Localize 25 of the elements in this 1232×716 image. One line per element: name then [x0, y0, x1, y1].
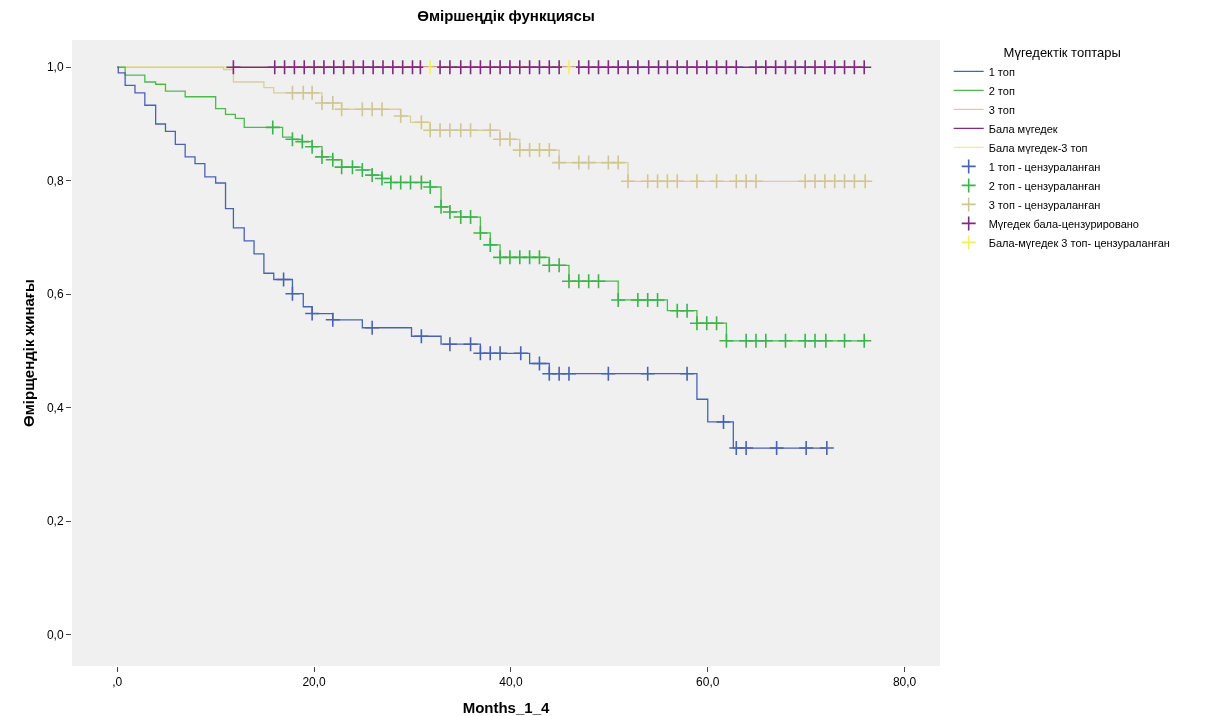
legend-label: 2 топ - цензураланған	[988, 179, 1101, 192]
x-tick-label: 60,0	[696, 675, 720, 690]
x-tick-label: 80,0	[892, 675, 917, 690]
x-axis-title: Months_1_4	[462, 699, 550, 716]
y-tick-label: 0,8	[46, 173, 64, 188]
legend-label: Бала-мүгедек 3 топ- цензураланған	[988, 236, 1170, 249]
legend-title: Мүгедектік топтары	[1003, 44, 1121, 60]
x-tick-label: 20,0	[302, 675, 327, 690]
legend-label: 3 топ - цензураланған	[988, 198, 1101, 211]
legend-label: Бала мүгедек	[988, 122, 1058, 135]
chart-title: Өміршеңдік функциясы	[417, 7, 595, 25]
legend-label: 3 топ	[988, 103, 1015, 116]
y-axis-title: Өмірщендік жинағы	[20, 279, 38, 427]
y-tick-label: 0,0	[46, 627, 64, 642]
legend-label: 1 топ	[988, 65, 1015, 78]
x-tick-label: ,0	[112, 675, 123, 690]
legend-label: Мүгедек бала-цензурировано	[988, 217, 1139, 230]
y-tick-label: 0,2	[46, 514, 64, 529]
legend-label: Бала мүгедек-3 топ	[988, 141, 1088, 154]
y-tick-label: 1,0	[46, 60, 64, 75]
x-tick-label: 40,0	[499, 675, 523, 690]
legend-label: 2 топ	[988, 84, 1015, 97]
y-tick-label: 0,6	[46, 287, 64, 302]
y-tick-label: 0,4	[46, 400, 64, 415]
legend-label: 1 топ - цензураланған	[988, 160, 1101, 173]
